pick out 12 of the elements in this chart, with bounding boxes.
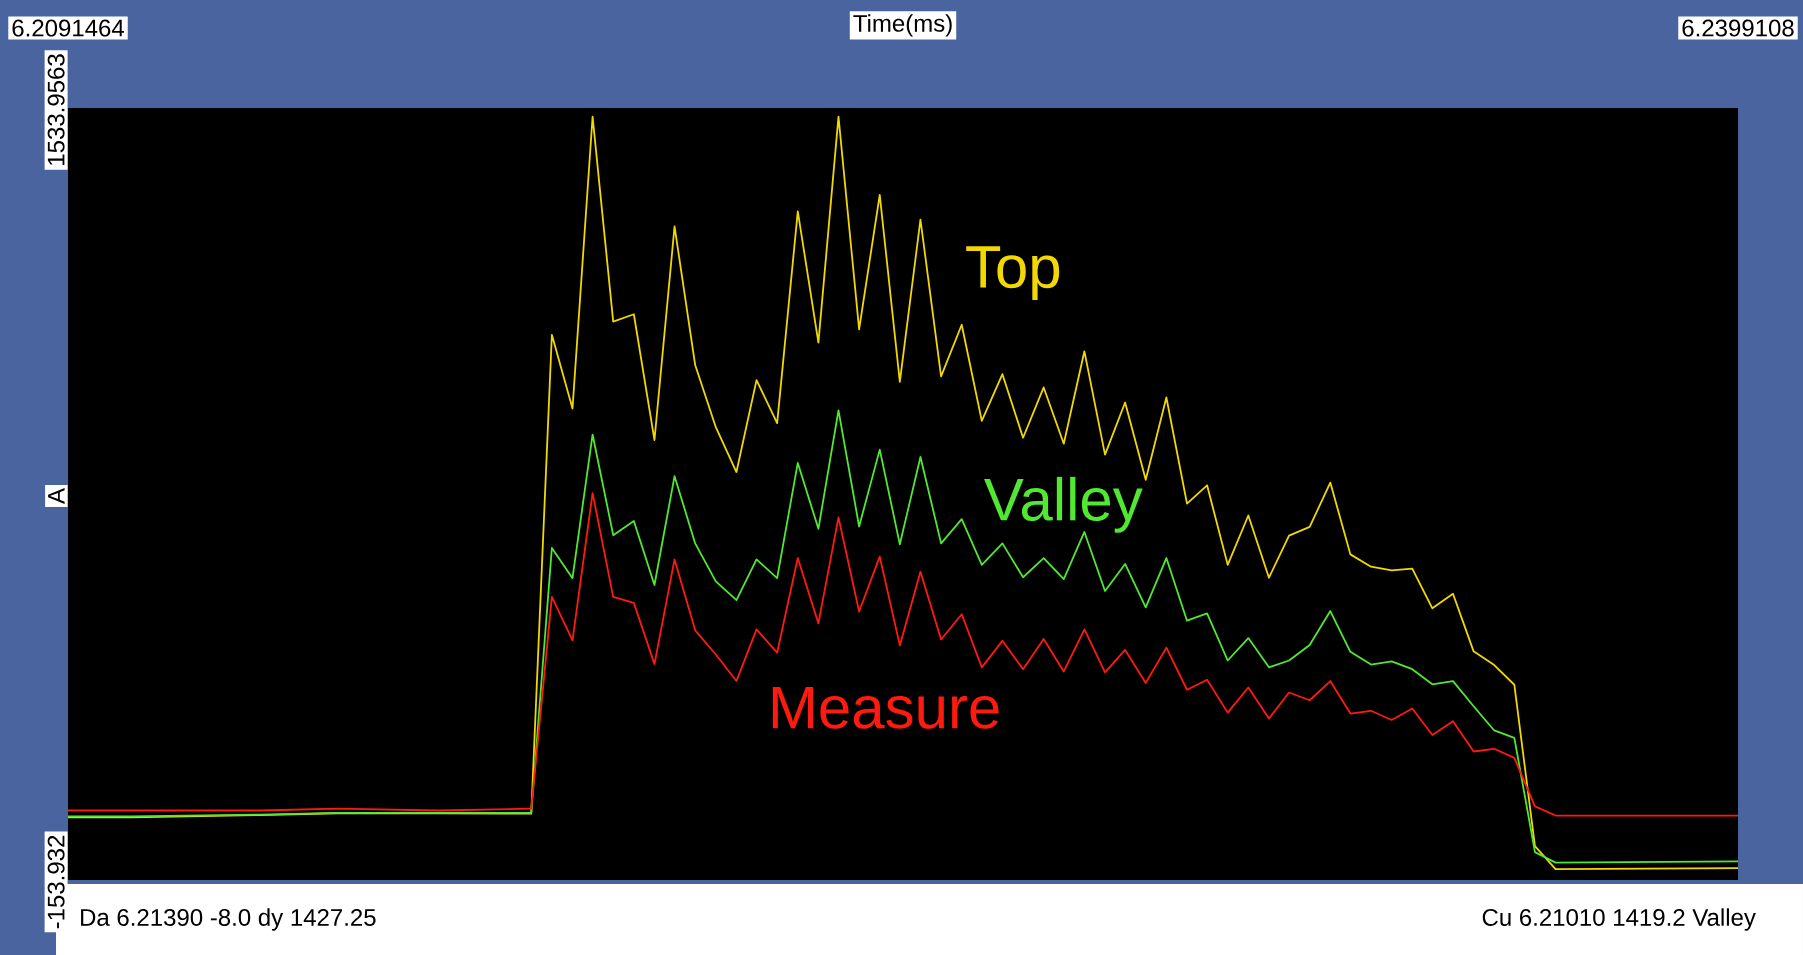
y-tick-label: -153.932 — [47, 835, 65, 929]
y-axis-title: A — [48, 488, 65, 504]
x-tick-label: 6.2091464 — [12, 19, 124, 37]
y-tick-label: 1533.9563 — [47, 54, 65, 165]
text: Da 6.21390 -8.0 dy 1427.25 — [81, 908, 376, 931]
series-label: Top — [966, 246, 1060, 301]
x-axis-title: Time(ms) — [853, 14, 952, 37]
x-tick-label: 6.2399108 — [1682, 19, 1794, 37]
series-label: Valley — [984, 476, 1143, 533]
text: Cu 6.21010 1419.2 Valley — [1482, 908, 1756, 931]
series-label: Measure — [772, 686, 999, 729]
line-series — [68, 115, 1739, 870]
